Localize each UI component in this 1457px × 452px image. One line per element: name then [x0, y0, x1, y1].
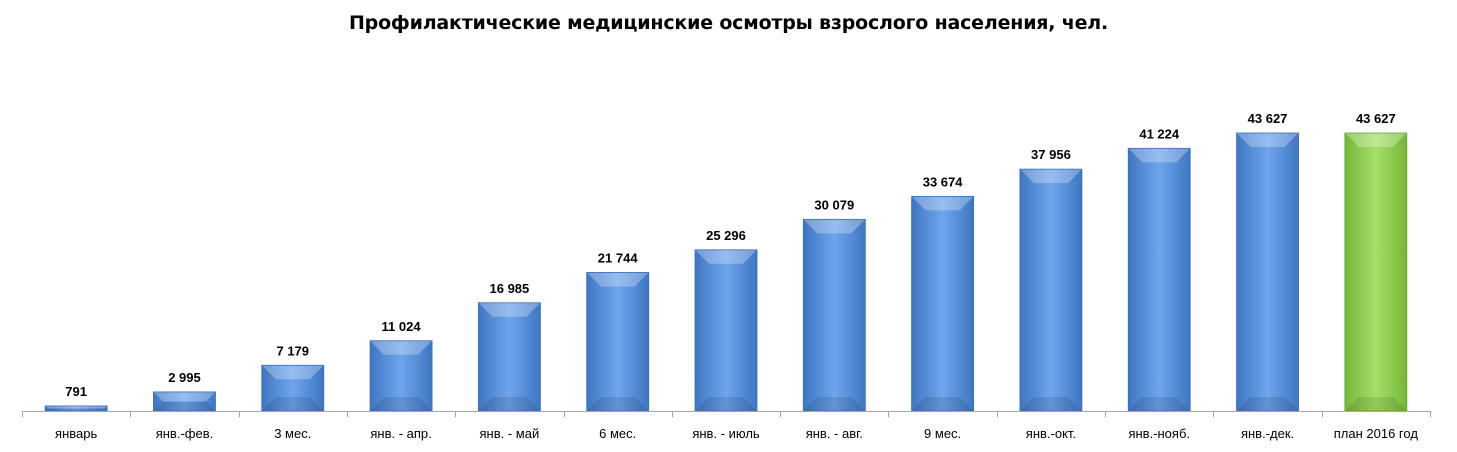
bar-1	[44, 405, 108, 412]
x-tick-label-9: 9 мес.	[924, 426, 961, 441]
x-tick-label-3: 3 мес.	[274, 426, 311, 441]
bar-3	[261, 364, 325, 412]
value-label-9: 33 674	[923, 174, 964, 189]
x-tick-label-13: план 2016 год	[1334, 426, 1419, 441]
x-tick-label-5: янв. - май	[480, 426, 540, 441]
x-tick-label-1: январь	[55, 426, 97, 441]
x-tick-label-4: янв. - апр.	[370, 426, 431, 441]
x-tick-label-2: янв.-фев.	[156, 426, 214, 441]
bar-9	[911, 196, 975, 412]
x-tick-label-6: 6 мес.	[599, 426, 636, 441]
x-tick-label-11: янв.-нояб.	[1128, 426, 1190, 441]
value-label-2: 2 995	[168, 370, 201, 385]
value-label-3: 7 179	[276, 343, 309, 358]
bar-2	[153, 391, 216, 412]
x-tick-label-8: янв. - авг.	[806, 426, 863, 441]
bar-6	[586, 272, 650, 412]
bar-7	[694, 249, 758, 412]
value-label-4: 11 024	[382, 319, 422, 334]
bar-8	[802, 218, 866, 412]
value-label-8: 30 079	[814, 197, 854, 212]
value-label-10: 37 956	[1031, 147, 1071, 162]
x-tick-label-10: янв.-окт.	[1026, 426, 1076, 441]
bar-10	[1019, 168, 1083, 412]
bar-11	[1127, 147, 1191, 412]
bar-4	[369, 340, 433, 412]
value-label-11: 41 224	[1139, 126, 1180, 141]
bar-12	[1236, 132, 1299, 412]
value-label-13: 43 627	[1356, 111, 1396, 126]
x-tick-label-7: янв. - июль	[692, 426, 760, 441]
value-label-6: 21 744	[598, 250, 639, 265]
bar-5	[477, 302, 541, 412]
value-label-1: 791	[65, 384, 87, 399]
value-label-7: 25 296	[706, 228, 746, 243]
value-label-12: 43 627	[1248, 111, 1288, 126]
bar-13	[1344, 132, 1408, 412]
value-label-5: 16 985	[490, 281, 530, 296]
x-tick-label-12: янв.-дек.	[1241, 426, 1294, 441]
chart-title: Профилактические медицинские осмотры взр…	[348, 12, 1109, 34]
